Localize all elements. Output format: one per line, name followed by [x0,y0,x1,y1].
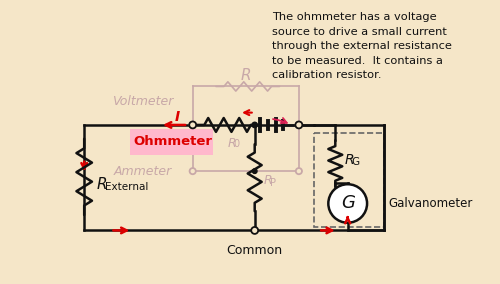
Text: Common: Common [226,243,283,256]
Text: 0: 0 [234,139,240,149]
Circle shape [252,169,257,174]
Circle shape [252,122,258,128]
Circle shape [328,184,367,223]
Text: G: G [340,195,354,212]
Text: G: G [352,157,360,167]
FancyBboxPatch shape [130,129,213,155]
Circle shape [189,122,196,128]
Circle shape [190,122,196,128]
Text: External: External [105,181,148,191]
Circle shape [190,168,196,174]
Circle shape [296,122,302,128]
Text: R: R [240,68,251,83]
Text: R: R [96,177,107,192]
Circle shape [251,227,258,234]
Text: Ohmmeter: Ohmmeter [133,135,212,148]
Text: I: I [174,110,180,124]
Circle shape [296,122,302,128]
Text: R: R [228,137,236,150]
Text: R: R [264,174,272,187]
Text: Voltmeter: Voltmeter [112,95,173,108]
Text: P: P [270,178,276,188]
Text: The ohmmeter has a voltage
source to drive a small current
through the external : The ohmmeter has a voltage source to dri… [272,12,452,80]
Text: Galvanometer: Galvanometer [388,197,472,210]
Text: R: R [344,153,354,167]
FancyBboxPatch shape [314,133,384,227]
Circle shape [296,168,302,174]
Text: Ammeter: Ammeter [113,165,172,178]
